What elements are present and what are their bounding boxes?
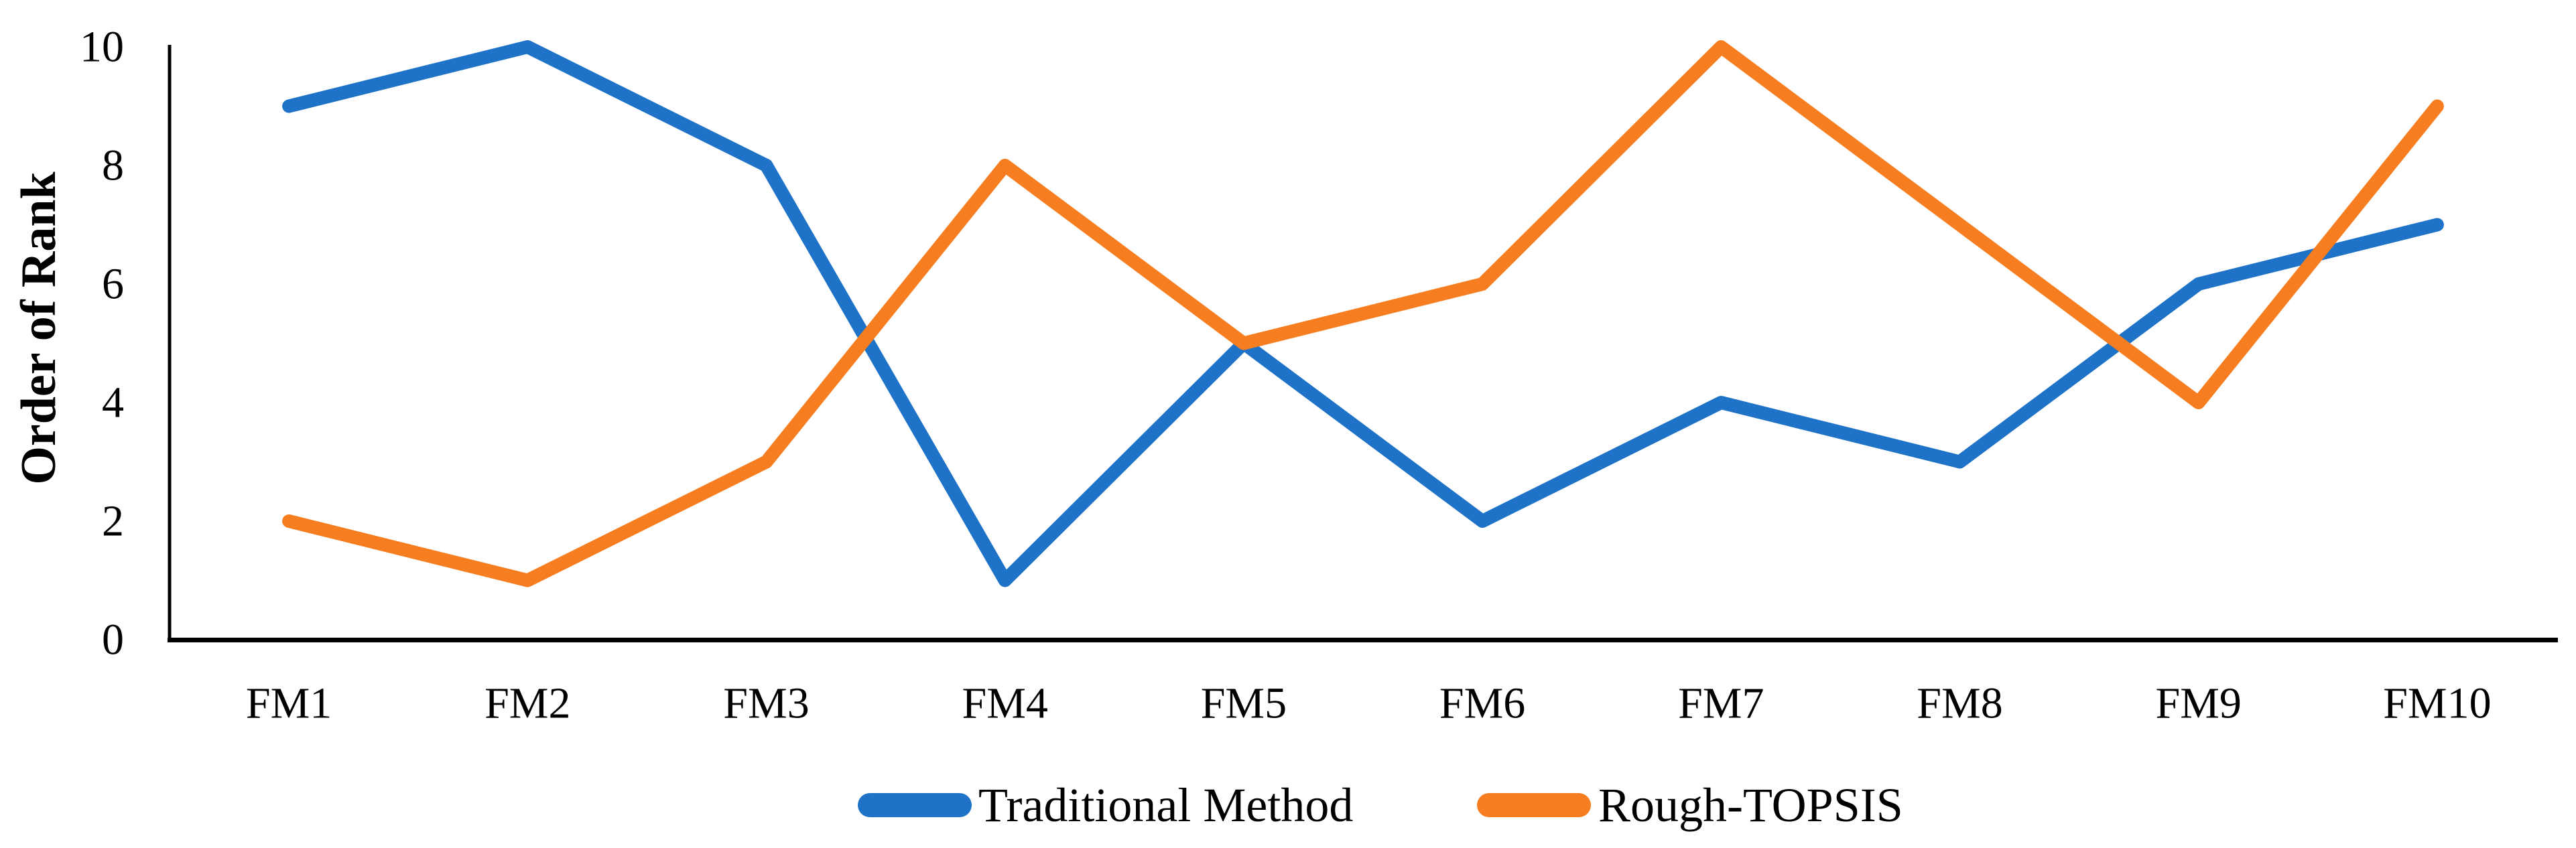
series-lines <box>282 40 2444 587</box>
y-tick-label: 4 <box>102 378 124 427</box>
y-axis-tick-labels: 0 2 4 6 8 10 <box>80 23 124 664</box>
x-tick-label: FM8 <box>1917 679 2002 728</box>
y-tick-label: 10 <box>80 23 124 72</box>
y-axis-title: Order of Rank <box>11 171 66 485</box>
y-tick-label: 0 <box>102 616 124 664</box>
x-tick-label: FM7 <box>1678 679 1764 728</box>
y-tick-label: 2 <box>102 497 124 546</box>
legend: Traditional Method Rough-TOPSIS <box>858 778 1903 832</box>
x-axis-category-labels: FM1 FM2 FM3 FM4 FM5 FM6 FM7 FM8 FM9 FM10 <box>246 679 2492 728</box>
y-tick-label: 6 <box>102 260 124 309</box>
x-tick-label: FM9 <box>2156 679 2242 728</box>
x-tick-label: FM10 <box>2383 679 2491 728</box>
legend-label-traditional-method: Traditional Method <box>978 778 1353 832</box>
x-tick-label: FM1 <box>246 679 332 728</box>
series-line-traditional-method <box>282 40 2444 587</box>
legend-item-rough-topsis: Rough-TOPSIS <box>1477 778 1903 832</box>
x-tick-label: FM5 <box>1201 679 1287 728</box>
legend-item-traditional-method: Traditional Method <box>858 778 1353 832</box>
y-tick-label: 8 <box>102 141 124 190</box>
x-tick-label: FM3 <box>723 679 809 728</box>
x-tick-label: FM2 <box>485 679 570 728</box>
x-tick-label: FM6 <box>1439 679 1525 728</box>
legend-label-rough-topsis: Rough-TOPSIS <box>1598 778 1903 832</box>
x-tick-label: FM4 <box>962 679 1048 728</box>
series-line-rough-topsis <box>282 40 2444 587</box>
